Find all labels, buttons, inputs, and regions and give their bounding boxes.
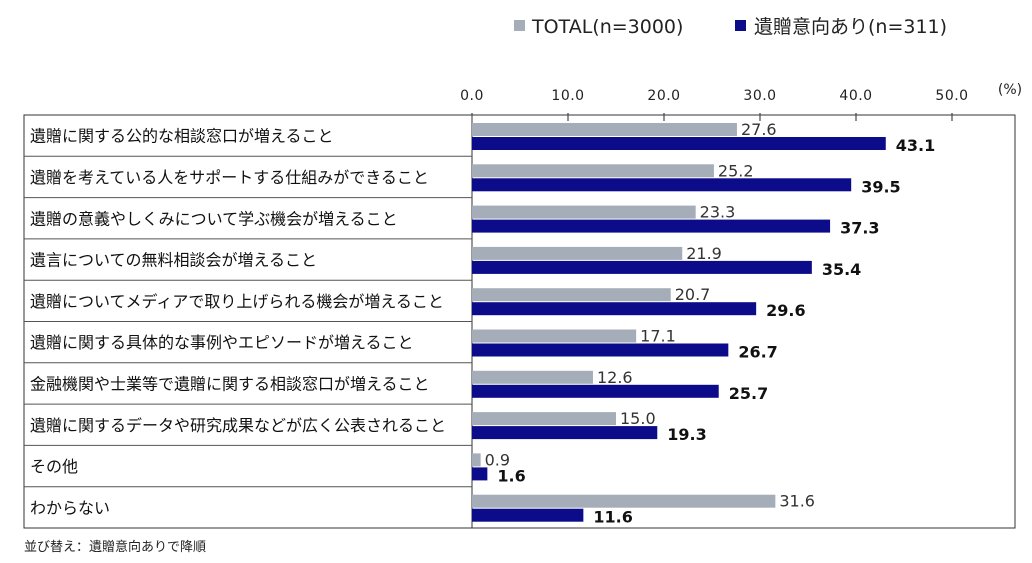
bar-total	[472, 329, 637, 343]
bar-total	[472, 123, 737, 136]
value-label-total: 15.0	[620, 409, 656, 428]
bar-intention	[472, 260, 812, 274]
bars: 27.6 43.1 25.2 39.5 23.3 37.3 21.9 35.4 20.7 29.6…	[472, 120, 935, 527]
value-label-intention: 35.4	[822, 260, 861, 279]
value-label-total: 21.9	[686, 244, 722, 263]
legend-swatch-1	[735, 20, 746, 31]
value-label-intention: 37.3	[840, 219, 879, 238]
legend-swatch-0	[514, 20, 525, 31]
legend: TOTAL(n=3000) 遺贈意向あり(n=311)	[514, 16, 947, 38]
category-label: 金融機関や士業等で遺贈に関する相談窓口が増えること	[30, 374, 430, 393]
category-label: 遺贈についてメディアで取り上げられる機会が増えること	[30, 292, 444, 311]
value-label-total: 25.2	[718, 161, 754, 180]
x-tick-label: 30.0	[743, 88, 776, 104]
bar-total	[472, 412, 616, 426]
value-label-intention: 1.6	[497, 466, 525, 485]
bar-total	[472, 164, 714, 178]
bar-intention	[472, 178, 852, 192]
category-label: 遺贈を考えている人をサポートする仕組みができること	[30, 168, 429, 187]
bar-intention	[472, 384, 719, 398]
category-labels: 遺贈に関する公的な相談窓口が増えること遺贈を考えている人をサポートする仕組みがで…	[30, 127, 446, 518]
value-label-total: 27.6	[741, 120, 777, 139]
legend-label-1: 遺贈意向あり(n=311)	[754, 16, 947, 38]
bar-total	[472, 494, 776, 508]
value-label-total: 17.1	[640, 327, 676, 346]
bar-intention	[472, 137, 886, 150]
category-label: 遺贈の意義やしくみについて学ぶ機会が増えること	[30, 209, 398, 228]
bar-total	[472, 246, 683, 260]
category-label: わからない	[30, 498, 110, 517]
footnote: 並び替え：遺贈意向ありで降順	[24, 539, 206, 555]
value-label-intention: 19.3	[667, 425, 706, 444]
value-label-intention: 43.1	[896, 136, 935, 155]
bar-intention	[472, 302, 757, 316]
value-label-total: 0.9	[485, 450, 510, 469]
value-label-total: 12.6	[597, 368, 633, 387]
value-label-intention: 25.7	[729, 384, 768, 403]
category-label: 遺贈に関するデータや研究成果などが広く公表されること	[30, 416, 446, 435]
x-tick-label: 20.0	[647, 88, 680, 104]
value-label-total: 20.7	[675, 285, 711, 304]
category-label: 遺贈に関する具体的な事例やエピソードが増えること	[30, 333, 414, 352]
x-tick-label: 0.0	[460, 88, 484, 104]
bar-total	[472, 453, 481, 467]
value-label-intention: 39.5	[861, 177, 900, 196]
bar-total	[472, 370, 593, 384]
category-label: 遺言についての無料相談会が増えること	[30, 251, 317, 270]
bar-intention	[472, 343, 729, 357]
legend-label-0: TOTAL(n=3000)	[531, 16, 683, 38]
bar-intention	[472, 426, 658, 440]
value-label-intention: 26.7	[738, 343, 777, 362]
value-label-total: 23.3	[700, 203, 736, 222]
category-label: 遺贈に関する公的な相談窓口が増えること	[30, 127, 334, 146]
unit-label: (%)	[998, 82, 1022, 98]
bar-total	[472, 288, 671, 302]
x-tick-label: 50.0	[935, 88, 968, 104]
category-label: その他	[30, 457, 78, 476]
value-label-intention: 11.6	[593, 508, 632, 527]
bar-intention	[472, 467, 488, 481]
bar-total	[472, 205, 696, 219]
bar-intention	[472, 508, 584, 522]
bar-intention	[472, 219, 831, 233]
x-tick-label: 10.0	[551, 88, 584, 104]
x-tick-label: 40.0	[839, 88, 872, 104]
value-label-total: 31.6	[779, 492, 815, 511]
value-label-intention: 29.6	[766, 301, 805, 320]
